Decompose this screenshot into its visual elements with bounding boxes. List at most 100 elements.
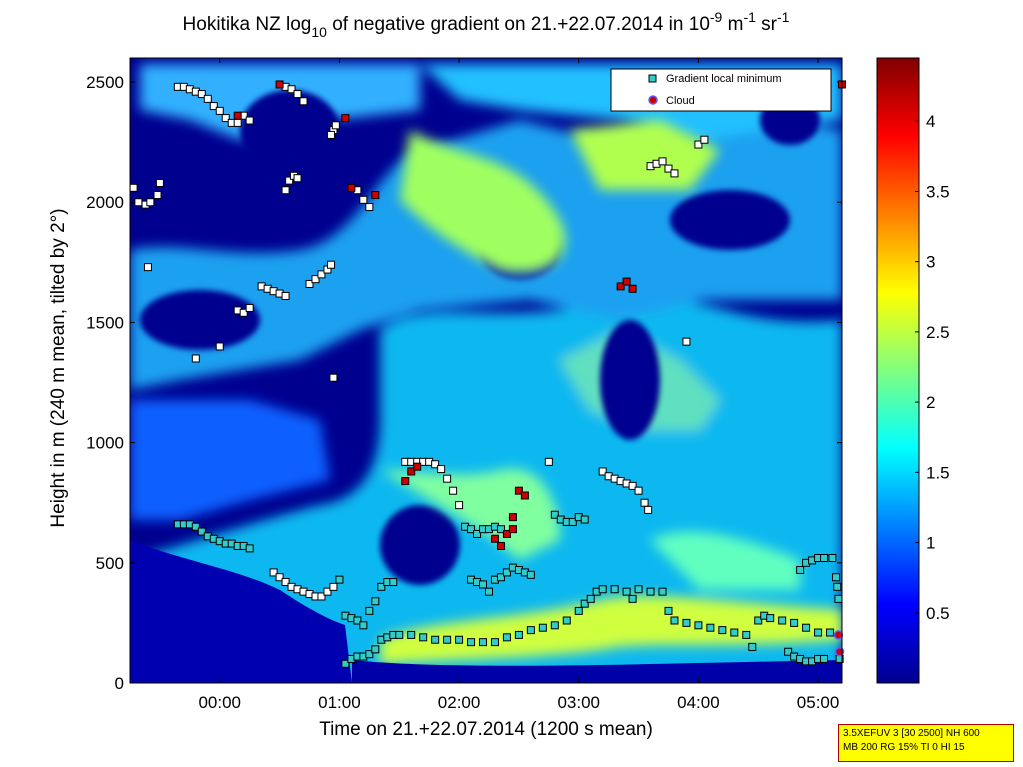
gradient-minimum-marker <box>365 606 374 615</box>
colorbar-tick-label: 3.5 <box>926 182 950 201</box>
gradient-minimum-marker <box>467 525 476 534</box>
gradient-minimum-marker <box>245 116 254 125</box>
y-tick-label: 1500 <box>86 313 124 332</box>
plot-frame <box>129 57 843 684</box>
gradient-minimum-marker <box>598 467 607 476</box>
gradient-minimum-marker <box>197 90 206 99</box>
cloud-marker <box>401 477 410 486</box>
gradient-minimum-marker <box>431 460 440 469</box>
gradient-minimum-marker <box>496 525 505 534</box>
gradient-minimum-marker <box>634 486 643 495</box>
infobox-line-2: MB 200 RG 15% TI 0 HI 15 <box>843 742 965 753</box>
gradient-minimum-marker <box>293 174 302 183</box>
gradient-minimum-marker <box>317 592 326 601</box>
gradient-minimum-marker <box>820 554 829 562</box>
cloud-marker <box>520 491 529 500</box>
heatmap-field <box>130 58 842 683</box>
y-tick-label: 500 <box>96 554 124 573</box>
gradient-minimum-marker <box>329 373 338 382</box>
gradient-minimum-marker <box>484 587 493 596</box>
y-tick-label: 2000 <box>86 193 124 212</box>
colorbar-tick-label: 3 <box>926 253 935 272</box>
gradient-minimum-marker <box>281 578 290 587</box>
legend-minimum-icon <box>648 74 657 83</box>
cloud-markers <box>233 80 846 657</box>
gradient-minimum-marker <box>550 510 559 519</box>
gradient-minimum-marker <box>814 628 823 637</box>
gradient-minimum-marker <box>610 585 619 594</box>
gradient-minimum-marker <box>802 623 811 632</box>
gradient-minimum-marker <box>826 628 835 637</box>
colorbar-tick-label: 0.5 <box>926 604 950 623</box>
gradient-minimum-marker <box>353 616 362 625</box>
cloud-marker <box>622 277 631 286</box>
gradient-minimum-marker <box>331 121 340 130</box>
gradient-minimum-marker <box>317 270 326 279</box>
gradient-minimum-marker <box>580 599 589 608</box>
legend-cloud-icon <box>648 95 658 105</box>
legend-entry-cloud: Cloud <box>666 95 695 107</box>
gradient-minimum-marker <box>568 517 577 526</box>
gradient-minimum-marker <box>706 623 715 632</box>
gradient-minimum-marker <box>490 638 499 647</box>
cloud-marker <box>508 525 517 534</box>
gradient-minimum-marker <box>365 203 374 212</box>
gradient-minimum-marker <box>658 157 667 166</box>
gradient-minimum-marker <box>215 106 224 115</box>
gradient-minimum-marker <box>327 130 336 139</box>
gradient-minimum-marker <box>395 630 404 639</box>
y-tick-label: 0 <box>115 674 124 693</box>
legend-entry-minimum: Gradient local minimum <box>666 73 782 85</box>
gradient-minimum-marker <box>670 169 679 178</box>
gradient-minimum-marker <box>834 594 843 603</box>
gradient-minimum-markers <box>129 82 844 668</box>
chart-title: Hokitika NZ log10 of negative gradient o… <box>183 9 790 40</box>
gradient-minimum-marker <box>365 650 374 659</box>
cloud-marker <box>490 534 499 543</box>
gradient-minimum-marker <box>538 623 547 632</box>
gradient-minimum-marker <box>153 191 162 200</box>
gradient-minimum-marker <box>129 183 138 192</box>
gradient-minimum-marker <box>134 198 143 207</box>
gradient-minimum-marker <box>299 97 308 106</box>
gradient-minimum-marker <box>285 176 294 185</box>
gradient-minimum-marker <box>562 616 571 625</box>
gradient-minimum-marker <box>371 645 380 654</box>
cloud-marker <box>628 284 637 293</box>
infobox-line-1: 3.5XEFUV 3 [30 2500] NH 600 <box>843 728 980 739</box>
gradient-minimum-marker <box>311 275 320 284</box>
gradient-minimum-marker <box>443 635 452 644</box>
gradient-minimum-marker <box>574 606 583 615</box>
gradient-minimum-marker <box>449 486 458 495</box>
gradient-minimum-marker <box>778 616 787 625</box>
colorbar-tick-label: 1.5 <box>926 463 950 482</box>
gradient-minimum-marker <box>203 94 212 103</box>
gradient-minimum-marker <box>419 633 428 642</box>
gradient-minimum-marker <box>473 529 482 538</box>
gradient-minimum-marker <box>359 621 368 630</box>
colorbar-ticks: 0.5 1 1.5 2 2.5 3 3.5 4 <box>915 112 950 623</box>
y-axis: 0 500 1000 1500 2000 2500 <box>86 73 842 693</box>
gradient-minimum-marker <box>305 279 314 288</box>
gradient-minimum-marker <box>359 195 368 204</box>
cloud-marker <box>233 111 242 120</box>
gradient-minimum-marker <box>586 594 595 603</box>
gradient-minimum-marker <box>245 304 254 312</box>
gradient-minimum-marker <box>796 566 805 575</box>
gradient-minimum-marker <box>191 354 200 363</box>
gradient-minimum-marker <box>467 638 476 647</box>
colorbar-tick-label: 4 <box>926 112 935 131</box>
gradient-minimum-marker <box>544 457 553 466</box>
gradient-minimum-marker <box>718 626 727 635</box>
gradient-minimum-marker <box>269 568 278 577</box>
legend: Gradient local minimum Cloud <box>610 68 832 112</box>
x-tick-label: 01:00 <box>318 693 361 712</box>
x-tick-label: 04:00 <box>677 693 720 712</box>
gradient-minimum-marker <box>628 481 637 490</box>
cloud-marker <box>833 630 844 640</box>
y-axis-label: Height in m (240 m mean, tilted by 2°) <box>48 208 69 527</box>
gradient-minimum-marker <box>479 638 488 647</box>
gradient-minimum-marker <box>664 164 673 173</box>
gradient-minimum-marker <box>209 102 218 111</box>
